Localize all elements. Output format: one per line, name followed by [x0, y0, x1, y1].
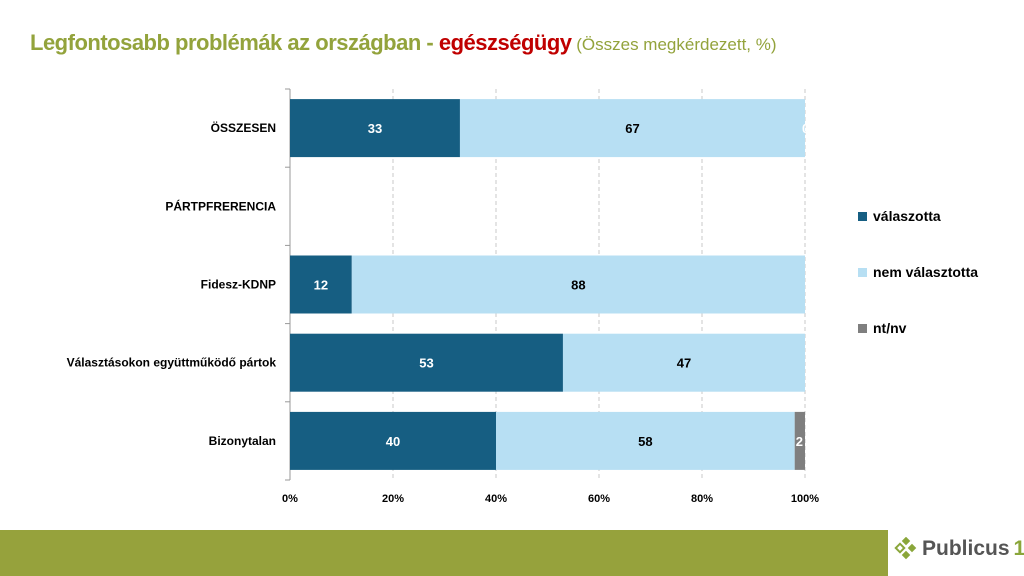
category-label: PÁRTPFRERENCIA [165, 198, 276, 213]
bar-v-laszotta [290, 255, 352, 314]
bar-v-laszotta [290, 411, 496, 470]
logo-number: 15 [1013, 537, 1024, 560]
category-label: Bizonytalan [209, 434, 276, 448]
bar-nem-v-lasztotta [562, 333, 805, 392]
chart-title: Legfontosabb problémák az országban - eg… [30, 30, 777, 56]
data-label: 67 [625, 121, 639, 136]
stacked-bar-chart: 0% 20% 40% 60% 80% 100% ÖSSZESEN 33 67 0 PÁRTPFRER… [67, 88, 978, 505]
legend-label: nem választotta [873, 264, 978, 280]
x-tick-label: 40% [485, 493, 507, 505]
data-label: 2 [796, 434, 803, 449]
x-tick-label: 20% [382, 493, 404, 505]
bar-nem-v-lasztotta [496, 411, 795, 470]
data-label: 47 [677, 356, 691, 371]
legend-label: válaszotta [873, 208, 941, 224]
legend-swatch [858, 324, 867, 333]
category-label: ÖSSZESEN [211, 120, 276, 135]
data-label: 12 [314, 278, 328, 293]
x-tick-label: 0% [282, 493, 298, 505]
category-label: Választásokon együttműködő pártok [67, 356, 277, 370]
footer-bar [0, 530, 888, 576]
logo-diamonds-icon [894, 537, 917, 560]
data-label: 58 [638, 434, 652, 449]
data-label: 53 [419, 356, 433, 371]
x-tick-label: 100% [791, 493, 819, 505]
legend-swatch [858, 212, 867, 221]
publicus-logo: Publicus15 [894, 537, 1024, 561]
x-tick-label: 80% [691, 493, 713, 505]
bar-v-laszotta [290, 333, 563, 392]
bar-nem-v-lasztotta [351, 255, 805, 314]
legend-swatch [858, 268, 867, 277]
logo-text: Publicus [922, 537, 1010, 560]
data-label: 40 [386, 434, 400, 449]
legend-label: nt/nv [873, 320, 907, 336]
title-main: Legfontosabb problémák az országban - [30, 30, 439, 55]
title-highlight: egészségügy [438, 30, 572, 55]
data-label: 33 [368, 121, 382, 136]
category-label: Fidesz-KDNP [201, 278, 276, 292]
bar-nem-v-lasztotta [459, 99, 805, 158]
bar-v-laszotta [290, 99, 460, 158]
data-label: 0 [802, 121, 809, 136]
x-tick-label: 60% [588, 493, 610, 505]
title-subtitle: (Összes megkérdezett, %) [571, 35, 777, 54]
data-label: 88 [571, 278, 585, 293]
bar-nt-nv [794, 411, 805, 470]
